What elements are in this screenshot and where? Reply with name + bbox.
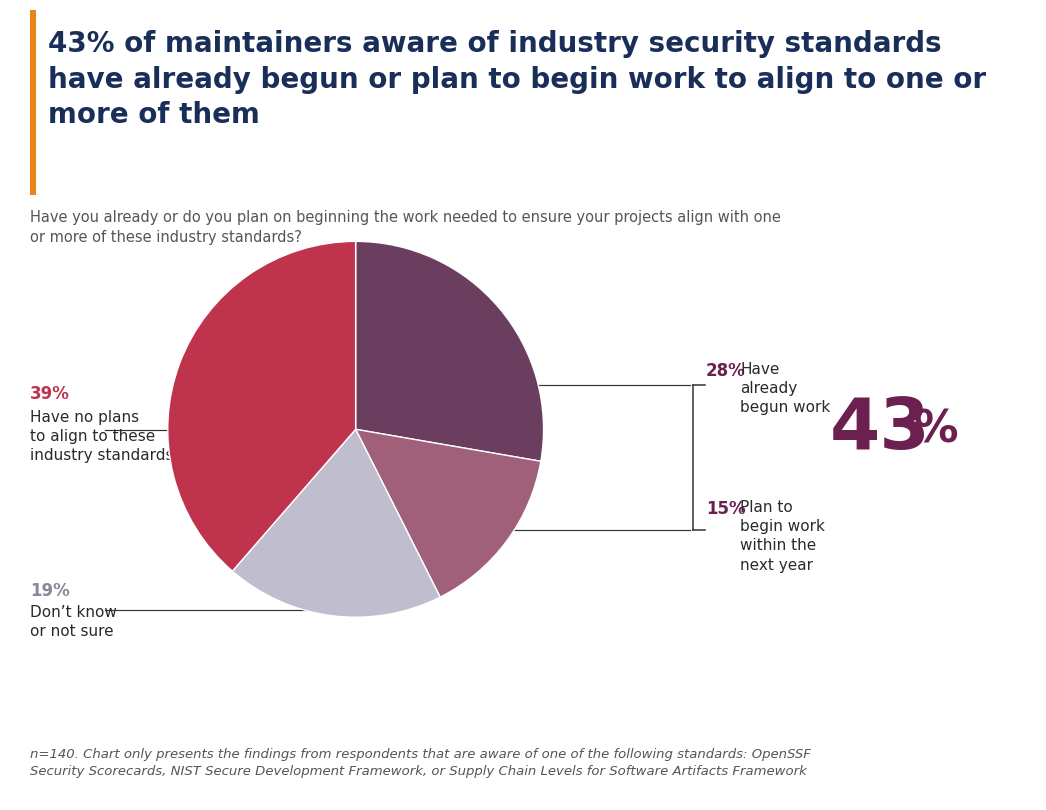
Text: 15%: 15% <box>706 500 746 518</box>
Text: 39%: 39% <box>30 385 70 403</box>
Text: %: % <box>914 408 958 451</box>
Text: Have you already or do you plan on beginning the work needed to ensure your proj: Have you already or do you plan on begin… <box>30 210 781 245</box>
Text: Plan to
begin work
within the
next year: Plan to begin work within the next year <box>740 500 825 573</box>
Text: Have
already
begun work: Have already begun work <box>740 362 831 416</box>
Text: 28%: 28% <box>706 362 746 380</box>
Text: Don’t know
or not sure: Don’t know or not sure <box>30 605 117 639</box>
Wedge shape <box>232 429 440 617</box>
Text: 19%: 19% <box>30 582 70 600</box>
Wedge shape <box>356 429 541 597</box>
Text: 43% of maintainers aware of industry security standards
have already begun or pl: 43% of maintainers aware of industry sec… <box>48 30 986 130</box>
Text: n=140. Chart only presents the findings from respondents that are aware of one o: n=140. Chart only presents the findings … <box>30 748 811 778</box>
Text: Have no plans
to align to these
industry standards: Have no plans to align to these industry… <box>30 410 174 463</box>
Wedge shape <box>167 241 356 571</box>
Bar <box>30 10 36 195</box>
Text: 43: 43 <box>829 395 931 464</box>
Wedge shape <box>356 241 544 461</box>
